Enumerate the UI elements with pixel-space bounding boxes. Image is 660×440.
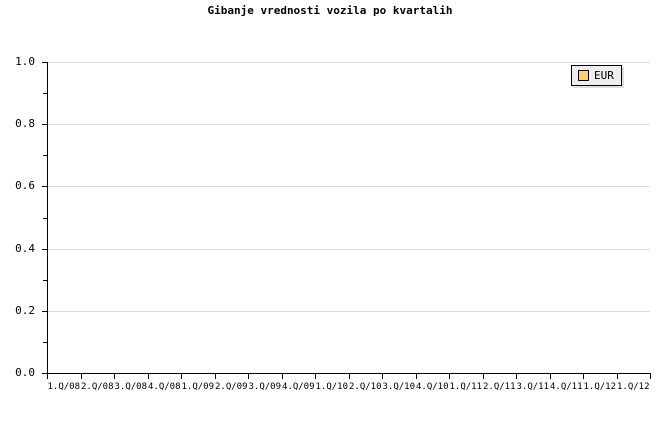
y-axis-tick-label: 0.2: [15, 303, 35, 317]
gridline: [47, 248, 650, 250]
gridline: [47, 186, 650, 188]
gridlines: [47, 62, 650, 373]
x-axis-spine: [47, 373, 651, 374]
gridline: [47, 62, 650, 63]
y-axis-minor-tick: [43, 93, 47, 95]
y-axis-minor-tick: [43, 155, 47, 157]
x-axis-tick: [148, 374, 149, 379]
x-axis-tick: [550, 374, 551, 379]
y-axis-tick: [42, 62, 47, 63]
x-axis-tick-label: 2.Q/10: [348, 382, 382, 392]
x-axis-tick-label: 3.Q/11: [516, 382, 549, 392]
chart-title: Gibanje vrednosti vozila po kvartalih: [207, 4, 453, 17]
x-axis-tick: [483, 374, 484, 379]
x-axis-tick: [215, 374, 216, 379]
x-axis-tick: [583, 374, 584, 379]
y-axis-minor-tick: [43, 217, 47, 219]
gridline: [47, 124, 650, 126]
y-axis-tick: [42, 373, 47, 374]
x-axis-tick-label: 1.Q/11: [449, 382, 482, 392]
plot-data-surface: [47, 62, 650, 373]
y-axis-tick: [42, 310, 47, 312]
legend-label-eur: EUR: [594, 69, 614, 82]
plot-area: [47, 62, 650, 373]
x-axis-tick-label: 4.Q/08: [147, 382, 181, 392]
chart-legend[interactable]: EUR: [571, 65, 622, 86]
x-axis-tick-label: 1.Q/12: [616, 382, 650, 392]
y-axis-minor-tick: [43, 341, 47, 343]
x-axis-tick: [282, 374, 283, 379]
y-axis-tick: [42, 186, 47, 188]
x-axis-tick: [114, 374, 115, 379]
x-axis-tick-label: 1.Q/08: [47, 382, 80, 392]
x-axis-tick: [516, 374, 517, 379]
x-axis-tick: [416, 374, 417, 379]
x-axis-tick: [248, 374, 249, 379]
x-axis-tick-label: 4.Q/10: [415, 382, 449, 392]
legend-entry-eur[interactable]: EUR: [578, 69, 614, 82]
legend-swatch-icon: [578, 70, 589, 81]
y-axis-tick: [42, 124, 47, 126]
y-axis-tick-label: 0.4: [15, 241, 35, 255]
y-axis-spine: [47, 62, 48, 374]
y-axis-tick-label: 1.0: [15, 55, 35, 68]
x-axis-tick-label: 4.Q/09: [281, 382, 315, 392]
x-axis-tick: [382, 374, 383, 379]
x-axis-tick: [650, 374, 651, 379]
x-axis-tick-label: 2.Q/08: [80, 382, 114, 392]
x-axis-tick-label: 3.Q/09: [248, 382, 281, 392]
x-axis-tick-label: 3.Q/10: [382, 382, 415, 392]
x-axis-tick-label: 4.Q/11: [549, 382, 583, 392]
y-axis-tick-label: 0.0: [15, 366, 35, 379]
y-axis-tick-label: 0.6: [15, 179, 35, 193]
x-axis-tick-label: 1.Q/10: [315, 382, 348, 392]
gridline: [47, 310, 650, 312]
x-axis-tick: [181, 374, 182, 379]
x-axis-tick-label: 2.Q/11: [482, 382, 516, 392]
x-axis-origin-tick: [47, 374, 48, 379]
y-axis-minor-tick: [43, 279, 47, 281]
x-axis-tick: [349, 374, 350, 379]
x-axis-tick: [81, 374, 82, 379]
y-axis-tick: [42, 248, 47, 250]
x-axis-tick-label: 1.Q/12: [583, 382, 616, 392]
x-axis-tick: [315, 374, 316, 379]
x-axis-tick-label: 1.Q/09: [181, 382, 214, 392]
y-axis-tick-label: 0.8: [15, 117, 35, 131]
x-axis-tick: [449, 374, 450, 379]
x-axis-tick-label: 3.Q/08: [114, 382, 147, 392]
x-axis-tick-label: 2.Q/09: [214, 382, 248, 392]
x-axis-tick: [617, 374, 618, 379]
